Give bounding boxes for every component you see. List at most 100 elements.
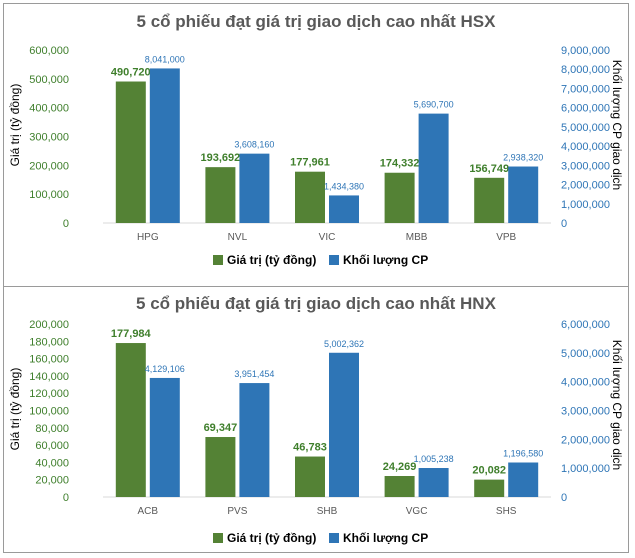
y-tick-label: 100,000 [29, 406, 69, 418]
y2-tick-label: 7,000,000 [561, 83, 610, 95]
y2-tick-label: 2,000,000 [561, 180, 610, 192]
legend: Giá trị (tỷ đồng) Khối lượng CP [213, 253, 428, 267]
x-tick-label: HPG [137, 232, 159, 243]
bar-volume [329, 352, 359, 497]
legend-label-volume: Khối lượng CP [343, 253, 428, 267]
data-label-volume: 5,690,700 [414, 100, 454, 110]
bar-value [115, 81, 146, 223]
bar-value [474, 177, 505, 223]
data-label-volume: 1,196,580 [503, 448, 543, 458]
bar-value [205, 437, 236, 497]
y-tick-label: 140,000 [29, 371, 69, 383]
x-tick-label: SHS [496, 506, 517, 517]
y2-tick-label: 3,000,000 [561, 160, 610, 172]
y-tick-label: 180,000 [29, 336, 69, 348]
y-tick-label: 80,000 [35, 423, 69, 435]
y-tick-label: 160,000 [29, 354, 69, 366]
bar-volume [329, 195, 359, 223]
data-label-volume: 2,938,320 [503, 153, 543, 163]
y-tick-label: 200,000 [29, 319, 69, 331]
y-tick-label: 100,000 [29, 189, 69, 201]
chart-title: 5 cổ phiếu đạt giá trị giao dịch cao nhấ… [136, 294, 497, 313]
y2-tick-label: 1,000,000 [561, 199, 610, 211]
y2-tick-label: 4,000,000 [561, 141, 610, 153]
bar-value [115, 343, 146, 497]
chart-hnx: 5 cổ phiếu đạt giá trị giao dịch cao nhấ… [3, 286, 629, 554]
y2-tick-label: 2,000,000 [561, 434, 610, 446]
legend-swatch-value [213, 255, 223, 265]
bar-value [384, 476, 415, 497]
bar-value [474, 479, 505, 497]
y2-tick-label: 5,000,000 [561, 348, 610, 360]
data-label-volume: 3,608,160 [234, 140, 274, 150]
bar-volume [508, 166, 539, 223]
data-label-value: 177,961 [290, 157, 330, 169]
y-tick-label: 20,000 [35, 475, 69, 487]
bar-value [205, 167, 236, 223]
y2-tick-label: 9,000,000 [561, 45, 610, 57]
data-label-volume: 5,002,362 [324, 339, 364, 349]
data-label-value: 20,082 [472, 465, 506, 477]
data-label-value: 156,749 [469, 163, 509, 175]
data-label-value: 69,347 [204, 422, 238, 434]
data-label-value: 193,692 [201, 152, 241, 164]
y2-axis-title: Khối lượng CP giao dịch [610, 340, 624, 470]
legend: Giá trị (tỷ đồng) Khối lượng CP [213, 531, 428, 545]
y-tick-label: 300,000 [29, 132, 69, 144]
y-tick-label: 0 [63, 218, 69, 230]
x-tick-label: MBB [406, 232, 428, 243]
data-label-volume: 8,041,000 [145, 54, 185, 64]
bar-value [295, 171, 325, 223]
legend-swatch-volume [329, 255, 339, 265]
x-tick-label: ACB [138, 506, 159, 517]
legend-swatch-value [213, 533, 223, 543]
x-tick-label: SHB [317, 506, 338, 517]
x-tick-label: VPB [496, 232, 516, 243]
data-label-volume: 1,005,238 [414, 454, 454, 464]
chart-hsx-svg: 5 cổ phiếu đạt giá trị giao dịch cao nhấ… [8, 12, 624, 267]
y2-tick-label: 3,000,000 [561, 406, 610, 418]
x-tick-label: PVS [227, 506, 247, 517]
y-axis-title: Giá trị (tỷ đồng) [8, 368, 22, 451]
bar-volume [149, 377, 180, 497]
y2-tick-label: 8,000,000 [561, 64, 610, 76]
y-tick-label: 400,000 [29, 103, 69, 115]
chart-hnx-svg: 5 cổ phiếu đạt giá trị giao dịch cao nhấ… [8, 294, 624, 545]
bar-value [384, 172, 415, 223]
bar-volume [418, 468, 449, 497]
y-axis-title: Giá trị (tỷ đồng) [8, 84, 22, 167]
legend-label-volume: Khối lượng CP [343, 531, 428, 545]
bar-volume [239, 383, 270, 497]
y2-tick-label: 5,000,000 [561, 122, 610, 134]
data-label-value: 46,783 [293, 442, 327, 454]
x-tick-label: NVL [228, 232, 248, 243]
bar-volume [149, 68, 180, 223]
x-tick-label: VGC [406, 506, 428, 517]
bar-volume [239, 153, 270, 223]
y2-tick-label: 4,000,000 [561, 377, 610, 389]
y2-tick-label: 0 [561, 492, 567, 504]
y-tick-label: 0 [63, 492, 69, 504]
data-label-value: 177,984 [111, 328, 152, 340]
y2-tick-label: 6,000,000 [561, 319, 610, 331]
x-tick-label: VIC [319, 232, 336, 243]
bar-volume [418, 113, 449, 223]
data-label-volume: 3,951,454 [234, 369, 274, 379]
y2-tick-label: 0 [561, 218, 567, 230]
y2-tick-label: 6,000,000 [561, 103, 610, 115]
chart-title: 5 cổ phiếu đạt giá trị giao dịch cao nhấ… [137, 12, 497, 31]
y-tick-label: 60,000 [35, 440, 69, 452]
y2-tick-label: 1,000,000 [561, 463, 610, 475]
legend-label-value: Giá trị (tỷ đồng) [227, 253, 316, 267]
data-label-value: 174,332 [380, 158, 420, 170]
bar-value [295, 456, 325, 497]
y-tick-label: 500,000 [29, 74, 69, 86]
y-tick-label: 40,000 [35, 457, 69, 469]
legend-swatch-volume [329, 533, 339, 543]
data-label-volume: 1,434,380 [324, 181, 364, 191]
data-label-value: 24,269 [383, 461, 417, 473]
chart-hsx: 5 cổ phiếu đạt giá trị giao dịch cao nhấ… [3, 3, 629, 279]
y-tick-label: 200,000 [29, 160, 69, 172]
y-tick-label: 600,000 [29, 45, 69, 57]
bar-volume [508, 462, 539, 497]
